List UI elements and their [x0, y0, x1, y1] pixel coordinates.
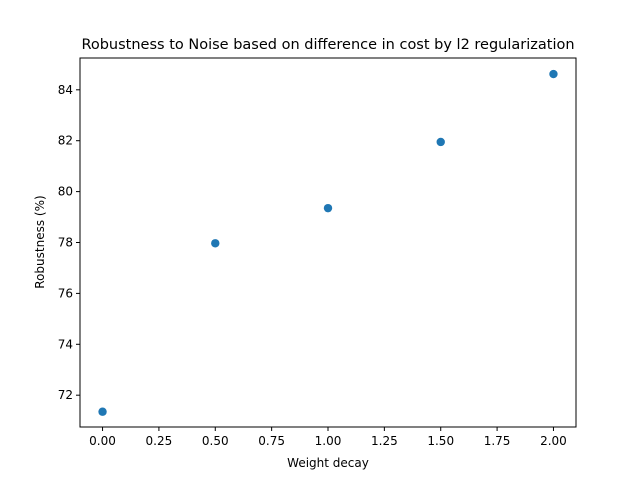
- y-tick-label: 76: [58, 286, 73, 300]
- y-tick-label: 80: [58, 185, 73, 199]
- y-axis-label: Robustness (%): [33, 195, 47, 288]
- data-points: [98, 69, 558, 416]
- x-tick-label: 1.50: [427, 434, 454, 448]
- data-point: [549, 69, 558, 79]
- x-tick-label: 0.50: [202, 434, 229, 448]
- data-point: [323, 203, 333, 213]
- x-tick-label: 2.00: [540, 434, 567, 448]
- data-point: [98, 407, 107, 416]
- y-tick-label: 84: [58, 83, 73, 97]
- x-axis-ticks: 0.00 0.25 0.50 0.75 1.00 1.25 1.50 1.75 2.00: [89, 427, 567, 448]
- x-tick-label: 1.25: [371, 434, 398, 448]
- y-tick-label: 78: [58, 236, 73, 250]
- x-tick-label: 0.00: [89, 434, 116, 448]
- y-tick-label: 74: [58, 337, 73, 351]
- plot-area-frame: [79, 57, 577, 428]
- chart-title: Robustness to Noise based on difference …: [81, 37, 574, 53]
- y-tick-label: 82: [58, 134, 73, 148]
- x-axis-label: Weight decay: [287, 456, 369, 470]
- x-tick-label: 0.25: [146, 434, 173, 448]
- y-axis-ticks: 72 74 76 78 80 82 84: [58, 83, 80, 402]
- x-tick-label: 1.75: [484, 434, 511, 448]
- data-point: [436, 137, 445, 147]
- x-tick-label: 0.75: [258, 434, 285, 448]
- x-tick-label: 1.00: [315, 434, 342, 448]
- data-point: [211, 239, 220, 248]
- y-tick-label: 72: [58, 388, 73, 402]
